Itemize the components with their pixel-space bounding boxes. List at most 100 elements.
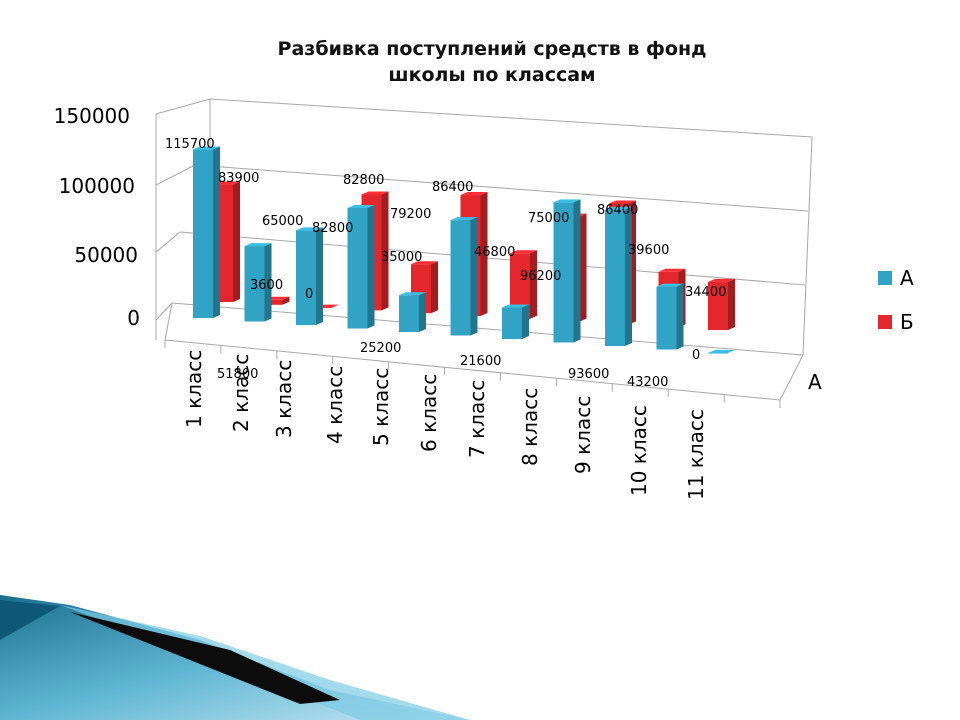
bar-front-face	[450, 220, 471, 336]
x-category-label: 3 класс	[272, 360, 296, 438]
bar-front-face	[244, 246, 265, 322]
floor-left-edge	[164, 302, 173, 341]
data-labels: 115700 51800 65000 82800 25200 79200 21600 9620…	[165, 137, 726, 390]
bar-front-face	[708, 353, 728, 354]
decorative-swoosh	[0, 595, 470, 720]
y-axis: 150000 100000 50000 0	[54, 104, 140, 330]
data-label-b: 86400	[597, 203, 638, 218]
data-label-b: 46800	[474, 245, 515, 260]
x-category-label: 2 класс	[229, 354, 253, 432]
bar-b	[510, 250, 537, 319]
bar-top-face	[361, 191, 389, 195]
data-label-b: 34400	[685, 285, 726, 300]
data-label-b: 82800	[343, 173, 384, 188]
y-tick-label: 150000	[54, 104, 130, 128]
bar-side-face	[625, 206, 632, 346]
bar-side-face	[470, 217, 478, 336]
bar-top-face	[609, 200, 636, 204]
data-label-a: 0	[692, 348, 700, 363]
bar-side-face	[316, 227, 323, 325]
bar-b	[708, 278, 735, 330]
data-label-a: 51800	[217, 367, 258, 382]
bar-front-face	[262, 299, 283, 305]
x-category-label: 9 класс	[571, 396, 595, 474]
bar-front-face	[502, 307, 522, 339]
bar-front-face	[347, 207, 368, 329]
bar-front-face	[553, 202, 574, 343]
bar-side-face	[573, 199, 581, 343]
bar-front-face	[296, 230, 316, 325]
data-label-b: 0	[305, 287, 313, 302]
bar-side-face	[676, 283, 684, 350]
bar-top-face	[605, 206, 632, 210]
data-label-a: 21600	[460, 354, 501, 369]
bar-top-face	[399, 292, 426, 296]
bar-side-face	[419, 292, 426, 332]
bar-a	[708, 350, 735, 354]
data-label-b: 83900	[218, 171, 259, 186]
y-tick-label: 0	[127, 306, 140, 330]
data-label-a: 25200	[360, 341, 401, 356]
bar-front-face	[399, 295, 419, 332]
x-category-label: 6 класс	[417, 374, 441, 452]
bar-top-face	[193, 146, 220, 150]
bar-top-face	[296, 227, 323, 231]
x-category-label: 1 класс	[182, 350, 206, 428]
legend-swatch-a	[878, 271, 892, 285]
side-wall-grid	[155, 231, 181, 253]
bar-side-face	[213, 146, 220, 318]
bar-side-face	[381, 191, 389, 311]
bar-top-face	[502, 304, 529, 308]
gridline	[179, 231, 806, 286]
data-label-b: 3600	[250, 278, 283, 293]
x-category-label: 8 класс	[518, 388, 542, 466]
bar-a	[296, 227, 323, 325]
chart-title-line1: Разбивка поступлений средств в фонд	[278, 38, 707, 60]
data-label-a: 43200	[627, 375, 668, 390]
legend-swatch-b	[878, 315, 892, 329]
data-label-a: 65000	[262, 214, 303, 229]
x-category-label: 5 класс	[369, 368, 393, 446]
legend-label-a: А	[900, 266, 914, 290]
bar-top-face	[510, 250, 537, 254]
bar-side-face	[480, 192, 488, 316]
data-label-a: 79200	[390, 207, 431, 222]
bar-side-face	[367, 204, 375, 329]
bar-side-face	[522, 304, 529, 339]
side-wall-grid	[155, 302, 173, 321]
floor-right-edge	[779, 354, 804, 401]
chart-title-line2: школы по классам	[388, 64, 595, 86]
bar-a	[553, 199, 581, 343]
x-axis-categories: 1 класс 2 класс 3 класс 4 класс 5 класс 6 кла…	[182, 350, 708, 500]
bar-top-face	[411, 261, 438, 265]
back-right-edge	[802, 136, 813, 356]
y-tick-label: 100000	[59, 174, 135, 198]
bar-top-face	[553, 199, 581, 203]
bar-side-face	[233, 181, 240, 302]
data-label-a: 115700	[165, 137, 215, 152]
bar-side-face	[728, 278, 735, 330]
legend: А Б	[878, 266, 914, 334]
x-category-label: 11 класс	[684, 409, 708, 500]
bar-a	[347, 204, 375, 329]
bar-top-face	[708, 278, 735, 282]
gridline	[194, 164, 809, 212]
bar-a	[656, 283, 684, 350]
bar-side-face	[264, 243, 272, 322]
bar-front-face	[510, 253, 530, 319]
bar-a	[450, 217, 478, 336]
bar-top-face	[450, 217, 478, 221]
bar-a	[399, 292, 426, 332]
bar-top-face	[460, 192, 488, 196]
bar-top-face	[244, 243, 272, 247]
bar-top-face	[708, 350, 735, 353]
bar-top-face	[656, 283, 684, 287]
bar-a	[502, 304, 529, 339]
bar-front-face	[656, 286, 677, 350]
x-category-label: 10 класс	[627, 405, 651, 496]
data-label-b: 75000	[528, 211, 569, 226]
data-label-b: 35000	[381, 250, 422, 265]
x-category-label: 4 класс	[323, 366, 347, 444]
bar-front-face	[193, 149, 213, 318]
data-label-b: 86400	[432, 180, 473, 195]
